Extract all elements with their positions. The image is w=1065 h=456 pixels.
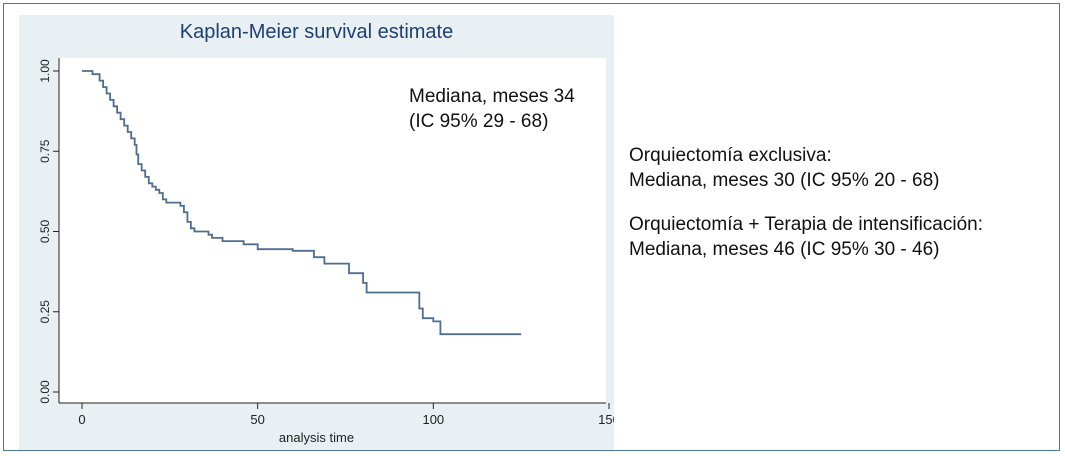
median-annotation: Mediana, meses 34 (IC 95% 29 - 68) [409,84,575,134]
median-annotation-line-1: Mediana, meses 34 [409,86,575,107]
median-annotation-line-2: (IC 95% 29 - 68) [409,111,549,132]
group2-median: Mediana, meses 46 (IC 95% 30 - 46) [629,239,940,260]
y-tick-label: 0.75 [38,139,52,163]
group2-title: Orquiectomía + Terapia de intensificació… [629,214,983,235]
y-tick-label: 0.00 [38,380,52,404]
x-tick-label: 100 [422,412,444,427]
chart-panel: Kaplan-Meier survival estimate 0.00 0.25 0… [19,15,614,450]
group1-title: Orquiectomía exclusiva: [629,145,832,166]
y-tick-label: 0.25 [38,300,52,324]
group1-median: Mediana, meses 30 (IC 95% 20 - 68) [629,170,940,191]
plot-area [59,58,606,403]
survival-step-line [82,70,522,336]
group1-note: Orquiectomía exclusiva: Mediana, meses 3… [629,143,983,193]
x-tick-label: 50 [250,412,264,427]
y-tick-label: 0.50 [38,219,52,243]
x-tick-label: 0 [78,412,85,427]
km-chart: 0.00 0.25 0.50 0.75 1.00 0 50 100 150 [38,58,614,427]
x-axis-title: analysis time [278,430,355,445]
group-notes: Orquiectomía exclusiva: Mediana, meses 3… [629,143,983,281]
group2-note: Orquiectomía + Terapia de intensificació… [629,212,983,262]
y-tick-label: 1.00 [38,59,52,83]
figure-frame: Kaplan-Meier survival estimate 0.00 0.25 0… [3,3,1060,451]
x-tick-label: 150 [598,412,614,427]
chart-title: Kaplan-Meier survival estimate [179,21,454,43]
